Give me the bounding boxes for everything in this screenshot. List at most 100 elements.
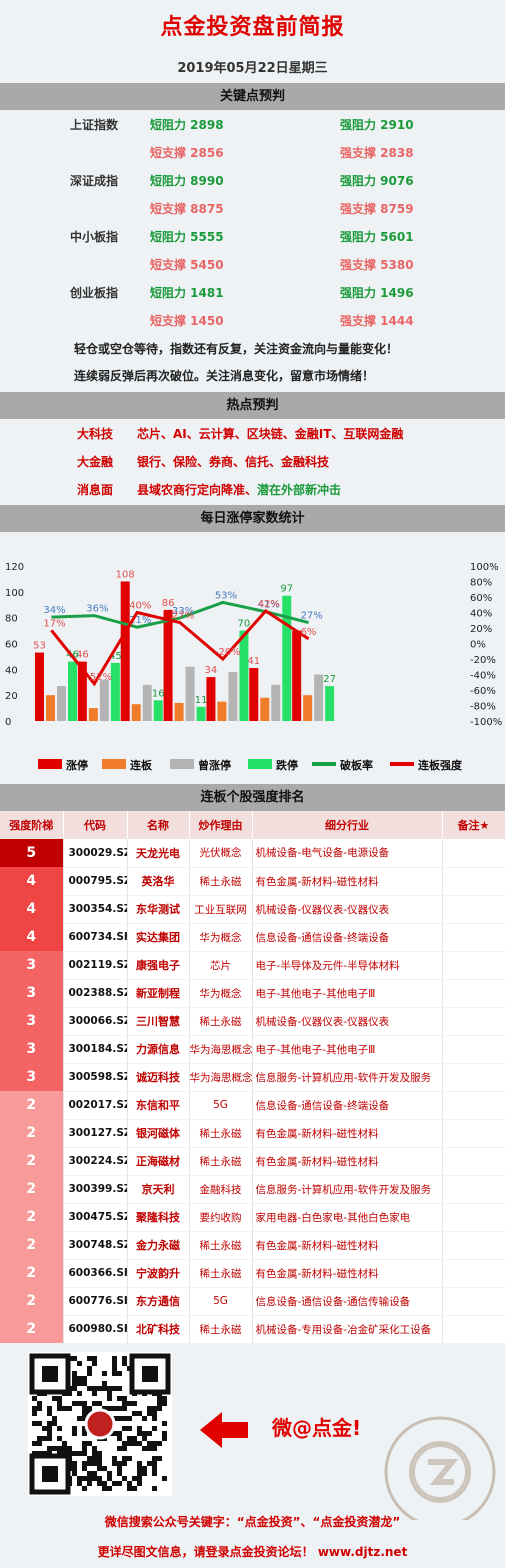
sub-industry: 信息服务-计算机应用-软件开发及服务: [252, 1063, 443, 1092]
strength-level: 4: [0, 895, 64, 923]
legend-swatch: [170, 759, 194, 769]
strong-level: 强阻力 5601: [340, 230, 414, 244]
limit-up-chart: 0 20 40 60 80 100 120 -100% -80% -60% -40% -20% 0% 20…: [5, 562, 502, 772]
bar-曾涨停: [99, 679, 109, 721]
index-name: 深证成指: [70, 174, 119, 188]
key-point-row: 短支撑 2856 强支撑 2838: [0, 139, 505, 167]
sub-industry: 机械设备-电气设备-电源设备: [252, 839, 443, 868]
line-连板强度: [50, 608, 310, 687]
bar-涨停: [292, 630, 302, 721]
stock-name: 天龙光电: [127, 839, 190, 868]
line-label: -52%: [86, 672, 112, 683]
report-date: 2019年05月22日星期三: [177, 61, 328, 76]
strength-level: 5: [0, 839, 64, 867]
table-row: 2 300127.SZ 银河磁体 稀土永磁 有色金属-新材料-磁性材料: [0, 1119, 505, 1148]
index-name: 中小板指: [70, 230, 119, 244]
stock-code: 002388.SZ: [63, 979, 128, 1008]
hot-topic-extra: 潜在外部新冲击: [257, 483, 342, 497]
page-title: 点金投资盘前简报: [160, 15, 345, 40]
stock-name: 康强电子: [127, 951, 190, 980]
remark-cell: [442, 1091, 505, 1120]
remark-cell: [442, 1259, 505, 1288]
stock-code: 600776.SH: [63, 1287, 128, 1316]
stock-name: 诚迈科技: [127, 1063, 190, 1092]
footer-forum-link[interactable]: 更详尽图文信息，请登录点金投资论坛！ www.djtz.net: [97, 1545, 408, 1559]
stock-name: 东华测试: [127, 895, 190, 924]
strength-level: 2: [0, 1147, 64, 1175]
sub-industry: 有色金属-新材料-磁性材料: [252, 867, 443, 896]
hot-topic-main: 县域农商行定向降准、: [137, 483, 258, 497]
hot-topic-main: 银行、保险、券商、信托、金融科技: [137, 455, 330, 469]
table-row: 2 600776.SH 东方通信 5G 信息设备-通信设备-通信传输设备: [0, 1287, 505, 1316]
stock-code: 300475.SZ: [63, 1203, 128, 1232]
stock-code: 600980.SH: [63, 1315, 128, 1344]
hype-reason: 要约收购: [189, 1203, 253, 1232]
hot-topic-row: 大科技 芯片、AI、云计算、区块链、金融IT、互联网金融: [0, 420, 505, 448]
table-row: 4 300354.SZ 东华测试 工业互联网 机械设备-仪器仪表-仪器仪表: [0, 895, 505, 924]
line-label: 33%: [172, 606, 194, 617]
bar-跌停: [239, 630, 249, 721]
key-points-note-2: 连续弱反弹后再次破位。关注消息变化，留意市场情绪！: [74, 369, 375, 383]
key-point-row: 深证成指 短阻力 8990 强阻力 9076: [0, 167, 505, 195]
hype-reason: 稀土永磁: [189, 1315, 253, 1344]
bar-label: 27: [323, 674, 336, 685]
stock-code: 300748.SZ: [63, 1231, 128, 1260]
hot-topic-text: 芯片、AI、云计算、区块链、金融IT、互联网金融: [137, 420, 403, 448]
stock-name: 力源信息: [127, 1035, 190, 1064]
right-axis-tick: 80%: [470, 578, 492, 589]
stock-name: 新亚制程: [127, 979, 190, 1008]
line-label: 40%: [129, 601, 151, 612]
stock-name: 三川智慧: [127, 1007, 190, 1036]
short-level: 短阻力 8990: [150, 174, 224, 188]
right-axis-tick: 60%: [470, 593, 492, 604]
ranking-header-cell: 强度阶梯: [0, 811, 64, 839]
stock-code: 600734.SH: [63, 923, 128, 952]
hot-topic-label: 大金融: [77, 455, 114, 469]
strong-level: 强阻力 9076: [340, 174, 414, 188]
hype-reason: 华为海思概念股: [189, 1035, 253, 1064]
sub-industry: 机械设备-仪器仪表-仪器仪表: [252, 1007, 443, 1036]
line-label: 27%: [172, 611, 194, 622]
bar-label: 34: [205, 665, 218, 676]
short-level: 短阻力 5555: [150, 230, 224, 244]
remark-cell: [442, 923, 505, 952]
bar-跌停: [282, 595, 292, 721]
bar-涨停: [77, 661, 87, 721]
wechat-handle: 微@点金!: [272, 1416, 362, 1440]
line-label: 34%: [43, 605, 65, 616]
remark-cell: [442, 867, 505, 896]
key-point-row: 上证指数 短阻力 2898 强阻力 2910: [0, 111, 505, 139]
hype-reason: 稀土永磁: [189, 1119, 253, 1148]
table-row: 2 300224.SZ 正海磁材 稀土永磁 有色金属-新材料-磁性材料: [0, 1147, 505, 1176]
table-row: 4 000795.SZ 英洛华 稀土永磁 有色金属-新材料-磁性材料: [0, 867, 505, 896]
right-axis-tick: -100%: [470, 717, 502, 728]
left-axis-tick: 60: [5, 640, 18, 651]
bar-连板: [88, 708, 98, 721]
watermark-seal-icon: [384, 1416, 496, 1520]
hype-reason: 5G: [189, 1091, 253, 1120]
hype-reason: 稀土永磁: [189, 1231, 253, 1260]
sub-industry: 电子-其他电子-其他电子Ⅲ: [252, 979, 443, 1008]
remark-cell: [442, 1119, 505, 1148]
legend-swatch: [38, 759, 62, 769]
key-point-row: 创业板指 短阻力 1481 强阻力 1496: [0, 279, 505, 307]
bar-涨停: [120, 581, 130, 721]
table-row: 2 300475.SZ 聚隆科技 要约收购 家用电器-白色家电-其他白色家电: [0, 1203, 505, 1232]
strong-level: 强支撑 2838: [340, 146, 414, 160]
line-label: 36%: [86, 604, 108, 615]
left-axis-tick: 20: [5, 691, 18, 702]
strength-level: 2: [0, 1175, 64, 1203]
stock-name: 东信和平: [127, 1091, 190, 1120]
table-row: 2 600366.SH 宁波韵升 稀土永磁 有色金属-新材料-磁性材料: [0, 1259, 505, 1288]
hype-reason: 工业互联网: [189, 895, 253, 924]
hot-topic-text: 县域农商行定向降准、潜在外部新冲击: [137, 476, 341, 504]
sub-industry: 有色金属-新材料-磁性材料: [252, 1119, 443, 1148]
strength-level: 3: [0, 1007, 64, 1035]
line-label: -20%: [215, 647, 241, 658]
stock-code: 300184.SZ: [63, 1035, 128, 1064]
hype-reason: 5G: [189, 1287, 253, 1316]
stock-name: 实达集团: [127, 923, 190, 952]
legend-label: 曾涨停: [198, 758, 231, 772]
bar-label: 97: [280, 584, 293, 595]
